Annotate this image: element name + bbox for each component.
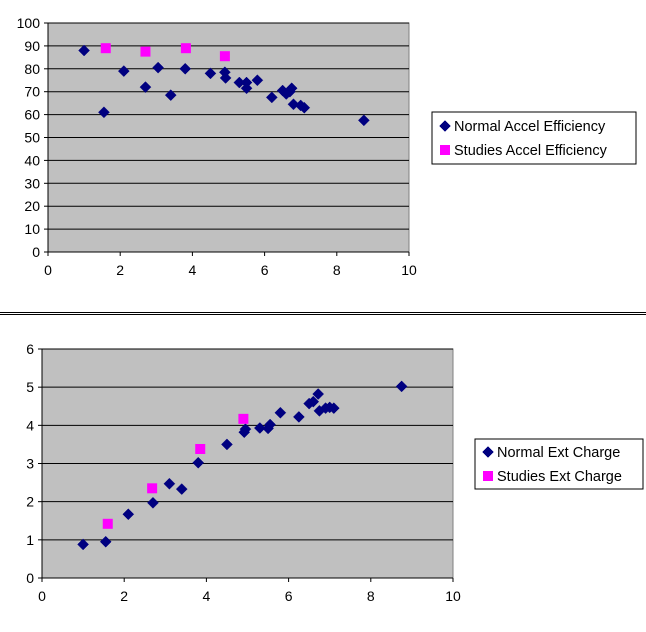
- legend-marker: [482, 446, 494, 458]
- legend-marker: [439, 120, 451, 132]
- data-point: [98, 106, 110, 119]
- data-point: [102, 518, 113, 529]
- y-tick-label: 5: [26, 379, 34, 395]
- y-tick-label: 1: [26, 532, 34, 548]
- data-point: [219, 72, 232, 84]
- data-point: [287, 98, 300, 111]
- data-point: [238, 413, 249, 424]
- y-tick-label: 60: [24, 107, 40, 123]
- data-point: [312, 388, 325, 400]
- y-tick-label: 0: [32, 244, 40, 260]
- data-point: [204, 67, 217, 80]
- data-point: [219, 51, 230, 62]
- x-tick-label: 4: [203, 588, 211, 604]
- data-point: [265, 91, 278, 104]
- chart-panel-ext-charge: 0 1 2 3 4 5 6 0 2 4 6 8 10 Normal Ext Charge Studies E…: [0, 316, 646, 627]
- x-tick-label: 0: [44, 262, 52, 278]
- scatter-chart-accel-efficiency: 0 10 20 30 40 50 60 70 80 90 100 0 2 4 6 8 10 Normal Acce…: [17, 15, 637, 278]
- legend-marker: [483, 471, 493, 481]
- data-point: [117, 65, 130, 77]
- data-point: [327, 402, 340, 415]
- x-tick-label: 6: [261, 262, 269, 278]
- y-tick-label: 70: [24, 84, 40, 100]
- data-point: [195, 443, 206, 454]
- legend: [474, 438, 644, 490]
- data-point: [274, 406, 287, 419]
- data-point: [139, 81, 152, 93]
- panel-divider: [0, 314, 646, 315]
- data-point: [192, 456, 205, 469]
- y-tick-label: 20: [24, 198, 40, 214]
- y-tick-label: 90: [24, 38, 40, 54]
- data-point: [307, 395, 320, 408]
- y-tick-label: 2: [26, 494, 34, 510]
- legend-label: Normal Ext Charge: [497, 445, 620, 461]
- x-tick-label: 10: [445, 588, 461, 604]
- y-tick-label: 10: [24, 221, 40, 237]
- legend: [431, 111, 637, 165]
- data-point: [358, 114, 370, 127]
- scatter-chart-ext-charge: 0 1 2 3 4 5 6 0 2 4 6 8 10 Normal Ext Charge Studies E…: [26, 341, 644, 604]
- data-point: [395, 380, 408, 393]
- legend-label: Studies Accel Efficiency: [454, 143, 608, 159]
- data-point: [251, 74, 264, 87]
- y-tick-label: 80: [24, 61, 40, 77]
- data-point: [147, 483, 158, 494]
- x-tick-label: 0: [38, 588, 46, 604]
- data-point: [78, 44, 90, 57]
- y-tick-label: 30: [24, 175, 40, 191]
- data-point: [179, 62, 192, 75]
- y-tick-label: 50: [24, 130, 40, 146]
- data-point: [164, 89, 177, 101]
- legend-label: Studies Ext Charge: [497, 469, 622, 485]
- series-studies: [102, 413, 249, 529]
- y-tick-label: 0: [26, 570, 34, 586]
- y-tick-label: 3: [26, 456, 34, 472]
- data-point: [175, 483, 188, 495]
- chart-panel-accel-efficiency: 0 10 20 30 40 50 60 70 80 90 100 0 2 4 6 8 10 Normal Acce…: [0, 0, 646, 312]
- x-tick-label: 8: [367, 588, 375, 604]
- data-point: [140, 46, 151, 57]
- panel-divider: [0, 312, 646, 313]
- x-tick-label: 4: [189, 262, 197, 278]
- data-point: [100, 43, 111, 54]
- series-studies: [100, 43, 230, 62]
- x-tick-label: 2: [116, 262, 124, 278]
- data-point: [99, 535, 112, 548]
- legend-marker: [440, 145, 450, 155]
- y-tick-label: 40: [24, 152, 40, 168]
- y-tick-label: 4: [26, 417, 34, 433]
- data-point: [298, 101, 311, 114]
- data-point: [147, 496, 159, 509]
- series-normal: [77, 380, 408, 551]
- x-tick-label: 6: [285, 588, 293, 604]
- y-tick-label: 100: [17, 15, 41, 31]
- data-point: [240, 82, 253, 95]
- data-point: [285, 82, 298, 95]
- legend-label: Normal Accel Efficiency: [454, 119, 606, 135]
- data-point: [122, 508, 135, 521]
- x-tick-label: 8: [333, 262, 341, 278]
- x-tick-label: 2: [120, 588, 128, 604]
- data-point: [264, 418, 276, 431]
- data-point: [77, 538, 89, 551]
- series-normal: [78, 44, 370, 127]
- data-point: [253, 422, 266, 434]
- data-point: [152, 61, 164, 74]
- y-tick-label: 6: [26, 341, 34, 357]
- data-point: [221, 438, 233, 451]
- x-tick-label: 10: [401, 262, 417, 278]
- data-point: [163, 477, 176, 490]
- data-point: [293, 411, 305, 423]
- data-point: [239, 423, 252, 436]
- data-point: [180, 43, 191, 54]
